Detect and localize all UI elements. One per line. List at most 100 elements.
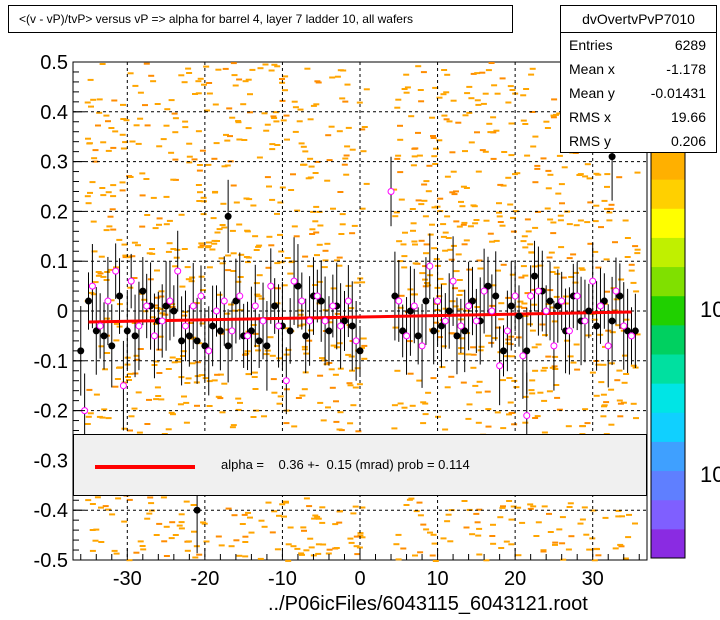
density-cell	[510, 505, 517, 508]
stats-value: -0.01431	[650, 85, 706, 101]
density-cell	[158, 398, 165, 401]
data-point-open	[488, 307, 496, 315]
density-cell	[421, 183, 428, 186]
data-point-open	[534, 287, 542, 295]
density-cell	[462, 150, 468, 153]
density-cell	[524, 154, 531, 157]
density-cell	[528, 389, 535, 392]
density-cell	[325, 552, 332, 555]
density-cell	[474, 131, 480, 134]
density-cell	[185, 540, 192, 543]
density-cell	[505, 342, 512, 345]
density-cell	[401, 266, 408, 269]
density-cell	[448, 332, 455, 335]
density-cell	[359, 281, 366, 284]
density-cell	[354, 553, 361, 556]
density-cell	[156, 217, 163, 220]
density-cell	[464, 309, 471, 312]
density-cell	[85, 202, 92, 205]
data-point	[224, 212, 232, 220]
data-point	[325, 327, 333, 335]
density-cell	[271, 510, 278, 513]
density-cell	[247, 516, 253, 519]
density-cell	[626, 513, 632, 516]
density-cell	[616, 176, 623, 179]
data-point-open	[410, 302, 418, 310]
density-cell	[206, 405, 213, 407]
density-cell	[561, 166, 568, 169]
density-cell	[195, 80, 202, 83]
density-cell	[572, 271, 579, 274]
data-point-open	[205, 347, 213, 355]
density-cell	[112, 130, 119, 133]
density-cell	[411, 155, 418, 158]
density-cell	[506, 413, 512, 416]
density-cell	[336, 256, 343, 259]
density-cell	[264, 176, 271, 179]
density-cell	[359, 128, 366, 131]
density-cell	[583, 533, 590, 536]
density-cell	[324, 242, 331, 245]
y-tick-label: 0.1	[40, 251, 68, 273]
data-point	[546, 297, 554, 305]
density-cell	[170, 413, 176, 416]
density-cell	[429, 223, 435, 226]
density-cell	[188, 280, 195, 283]
density-cell	[446, 120, 453, 123]
density-cell	[329, 386, 336, 389]
density-cell	[211, 157, 218, 160]
density-cell	[281, 515, 287, 518]
data-point	[453, 332, 461, 340]
density-cell	[440, 537, 447, 540]
density-cell	[448, 258, 455, 261]
data-point	[209, 322, 217, 330]
density-cell	[565, 548, 572, 551]
density-cell	[509, 89, 516, 91]
density-cell	[455, 253, 462, 256]
data-point	[422, 297, 430, 305]
density-cell	[175, 360, 182, 363]
data-point	[100, 332, 108, 340]
density-cell	[269, 148, 276, 151]
density-cell	[495, 269, 501, 272]
density-cell	[297, 108, 304, 111]
density-cell	[192, 556, 199, 559]
density-cell	[172, 131, 179, 134]
density-cell	[316, 243, 323, 246]
density-cell	[305, 177, 312, 180]
density-cell	[554, 272, 561, 275]
density-cell	[406, 498, 413, 501]
density-cell	[96, 111, 103, 114]
palette-band	[651, 499, 685, 530]
data-point-open	[236, 292, 244, 300]
density-cell	[256, 244, 263, 247]
density-cell	[312, 220, 319, 223]
density-cell	[476, 527, 483, 530]
density-cell	[87, 78, 94, 81]
density-cell	[420, 422, 427, 425]
density-cell	[466, 268, 473, 271]
density-cell	[490, 542, 497, 545]
density-cell	[436, 96, 443, 99]
density-cell	[517, 300, 524, 303]
data-point-open	[189, 302, 197, 310]
density-cell	[507, 85, 514, 88]
density-cell	[476, 553, 483, 556]
density-cell	[139, 545, 146, 547]
density-cell	[177, 403, 184, 406]
density-cell	[253, 249, 260, 251]
density-cell	[553, 266, 560, 269]
density-cell	[345, 353, 352, 356]
density-cell	[163, 195, 170, 198]
density-cell	[472, 222, 479, 225]
data-point	[554, 302, 562, 310]
density-cell	[276, 514, 282, 517]
density-cell	[345, 126, 352, 129]
density-cell	[181, 395, 187, 398]
density-cell	[185, 377, 192, 380]
data-point-open	[434, 297, 442, 305]
density-cell	[436, 336, 443, 339]
palette-label-upper: 10	[700, 297, 720, 322]
density-cell	[524, 218, 531, 221]
density-cell	[181, 314, 188, 317]
